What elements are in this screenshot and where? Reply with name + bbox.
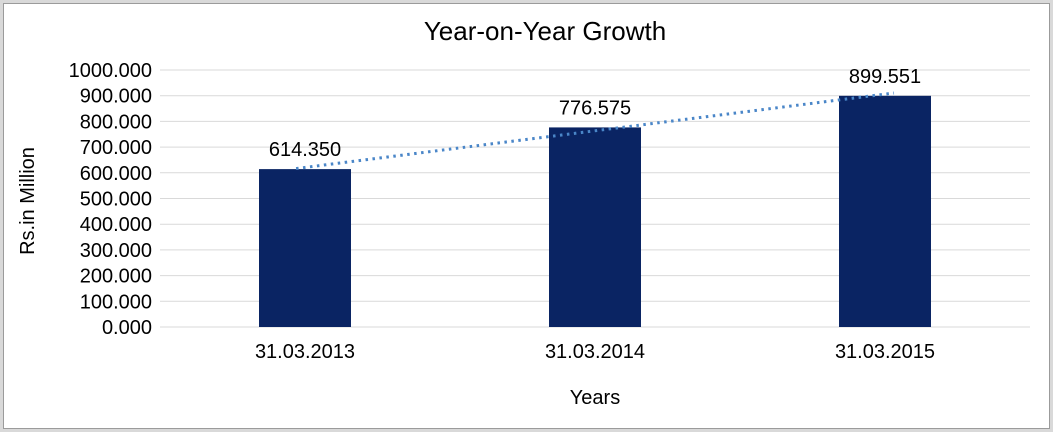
plot-area: 1000.000 900.000 800.000 700.000 600.000 500.… (17, 60, 1030, 409)
y-tick-label: 500.000 (80, 189, 152, 211)
trendline-dotted (295, 91, 895, 171)
chart-title: Year-on-Year Growth (423, 16, 667, 46)
x-axis-title: Years (570, 387, 620, 409)
x-category-label: 31.03.2014 (545, 341, 645, 363)
data-labels: 614.350 776.575 899.551 (269, 66, 921, 161)
y-tick-label: 200.000 (80, 266, 152, 288)
bar-series (259, 95, 931, 327)
data-label: 614.350 (269, 139, 341, 161)
x-category-label: 31.03.2013 (255, 341, 355, 363)
y-tick-label: 300.000 (80, 240, 152, 262)
y-tick-label: 600.000 (80, 163, 152, 185)
x-category-label: 31.03.2015 (835, 341, 935, 363)
bar (839, 95, 931, 327)
data-label: 776.575 (559, 97, 631, 119)
y-tick-label: 400.000 (80, 214, 152, 236)
trendline (295, 91, 895, 171)
y-axis-title: Rs.in Million (17, 147, 39, 255)
y-tick-label: 0.000 (102, 317, 152, 339)
y-axis-tick-labels: 1000.000 900.000 800.000 700.000 600.000 500.… (69, 60, 152, 339)
y-tick-label: 800.000 (80, 111, 152, 133)
y-tick-label: 700.000 (80, 137, 152, 159)
chart-canvas: Year-on-Year Growth 1000.000 900.000 800.0… (3, 3, 1050, 429)
y-tick-label: 1000.000 (69, 60, 152, 82)
y-tick-label: 900.000 (80, 86, 152, 108)
bar (259, 169, 351, 327)
y-tick-label: 100.000 (80, 291, 152, 313)
x-axis-tick-labels: 31.03.2013 31.03.2014 31.03.2015 (255, 341, 935, 363)
data-label: 899.551 (849, 66, 921, 88)
bar (549, 127, 641, 327)
